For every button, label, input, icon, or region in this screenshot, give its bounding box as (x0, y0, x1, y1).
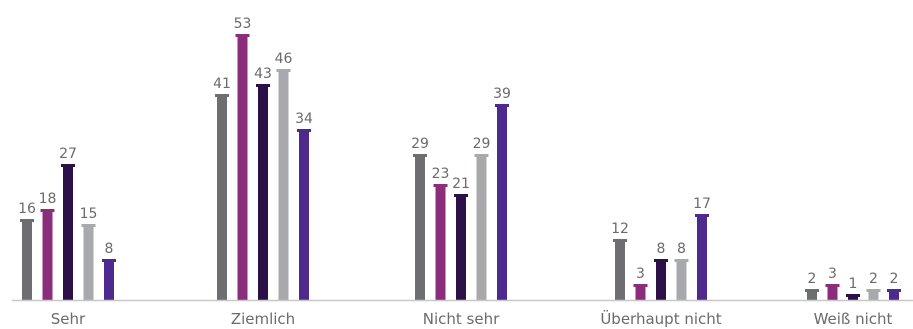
bar-2-4 (278, 70, 289, 300)
bar-4-4 (676, 260, 687, 300)
value-label-1-4: 15 (80, 206, 98, 222)
bar-2-2 (237, 35, 248, 300)
bar-cap-5-2 (825, 284, 840, 287)
bar-4-5 (697, 215, 707, 300)
bar-5-5 (889, 290, 899, 300)
value-label-4-2: 3 (636, 266, 645, 282)
category-label-4: Überhaupt nicht (600, 309, 721, 328)
bar-cap-1-2 (40, 209, 55, 212)
bar-cap-3-3 (454, 194, 468, 197)
bar-cap-1-4 (81, 224, 96, 227)
bar-5-1 (807, 290, 817, 300)
bar-3-2 (435, 185, 446, 300)
bars-layer (20, 34, 901, 300)
bar-3-3 (456, 195, 466, 300)
value-label-2-3: 43 (254, 66, 272, 82)
bar-cap-1-3 (61, 164, 75, 167)
value-label-1-3: 27 (59, 146, 77, 162)
category-labels-layer: Sehr Ziemlich Nicht sehr Überhaupt nicht Wei… (51, 309, 893, 328)
bar-cap-4-1 (613, 239, 627, 242)
bar-cap-5-5 (887, 289, 901, 292)
value-label-3-2: 23 (432, 166, 450, 182)
bar-cap-5-3 (846, 294, 860, 297)
value-label-4-3: 8 (657, 241, 666, 257)
value-label-4-5: 17 (693, 196, 711, 212)
bar-cap-1-1 (20, 219, 34, 222)
value-label-3-1: 29 (411, 136, 429, 152)
bar-cap-3-5 (495, 104, 509, 107)
value-label-5-5: 2 (890, 271, 899, 287)
bar-cap-2-1 (215, 94, 229, 97)
bar-cap-2-4 (276, 69, 291, 72)
bar-cap-3-1 (413, 154, 427, 157)
bar-5-4 (868, 290, 879, 300)
value-label-1-5: 8 (105, 241, 114, 257)
value-label-2-4: 46 (275, 51, 293, 67)
value-label-3-4: 29 (473, 136, 491, 152)
bar-4-1 (615, 240, 625, 300)
bar-4-3 (656, 260, 666, 300)
bar-2-3 (258, 85, 268, 300)
value-label-2-2: 53 (234, 16, 252, 32)
bar-1-1 (22, 220, 32, 300)
category-label-1: Sehr (51, 310, 86, 328)
bar-cap-2-3 (256, 84, 270, 87)
value-label-5-4: 2 (869, 271, 878, 287)
bar-cap-3-4 (474, 154, 489, 157)
category-label-5: Weiß nicht (814, 310, 893, 328)
bar-cap-5-1 (805, 289, 819, 292)
value-label-4-1: 12 (611, 221, 629, 237)
bar-cap-4-3 (654, 259, 668, 262)
bar-2-1 (217, 95, 227, 300)
bar-cap-4-5 (695, 214, 709, 217)
value-label-3-5: 39 (493, 86, 511, 102)
value-label-2-1: 41 (213, 76, 231, 92)
value-label-1-1: 16 (18, 201, 36, 217)
bar-4-2 (635, 285, 646, 300)
value-label-1-2: 18 (39, 191, 57, 207)
value-label-5-1: 2 (808, 271, 817, 287)
value-label-5-2: 3 (828, 266, 837, 282)
bar-cap-2-5 (297, 129, 311, 132)
bar-2-5 (299, 130, 309, 300)
bar-1-3 (63, 165, 73, 300)
bar-5-3 (848, 295, 858, 300)
bar-cap-5-4 (866, 289, 881, 292)
bar-3-5 (497, 105, 507, 300)
bar-3-1 (415, 155, 425, 300)
bar-cap-4-2 (633, 284, 648, 287)
bar-cap-2-2 (235, 34, 250, 37)
bar-cap-3-2 (433, 184, 448, 187)
bar-3-4 (476, 155, 487, 300)
bar-5-2 (827, 285, 838, 300)
category-label-3: Nicht sehr (423, 310, 500, 328)
bar-1-4 (83, 225, 94, 300)
bar-1-2 (42, 210, 53, 300)
value-label-5-3: 1 (849, 276, 858, 292)
value-label-2-5: 34 (295, 111, 313, 127)
bar-cap-4-4 (674, 259, 689, 262)
value-label-4-4: 8 (677, 241, 686, 257)
bar-cap-1-5 (102, 259, 116, 262)
category-label-2: Ziemlich (231, 310, 295, 328)
bar-1-5 (104, 260, 114, 300)
value-label-3-3: 21 (452, 176, 470, 192)
